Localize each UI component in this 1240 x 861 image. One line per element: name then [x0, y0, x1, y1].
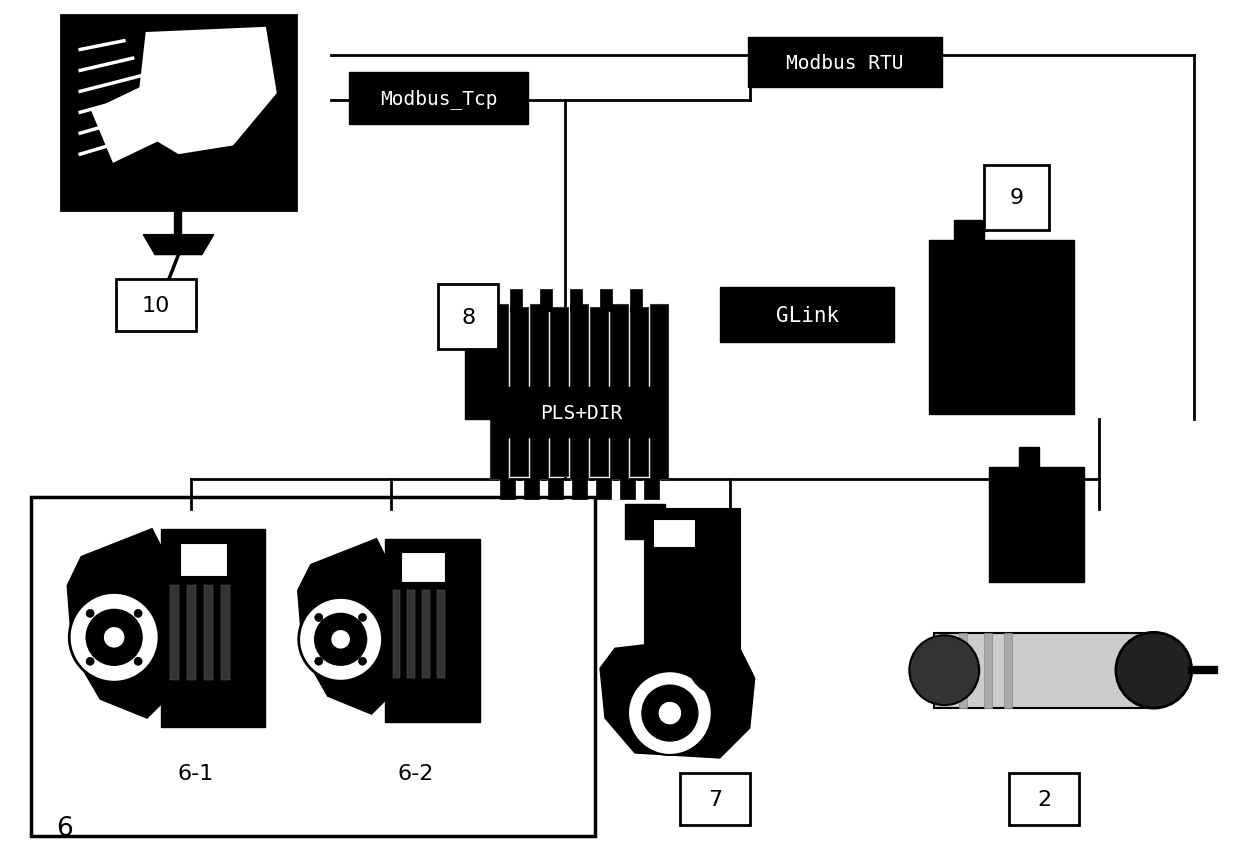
Circle shape — [103, 627, 125, 648]
Bar — [719, 288, 894, 343]
Text: PLS+DIR: PLS+DIR — [539, 403, 622, 422]
Bar — [570, 305, 588, 480]
Bar — [748, 38, 942, 88]
Bar — [31, 497, 595, 836]
Polygon shape — [91, 85, 167, 164]
Text: 6-1: 6-1 — [177, 763, 215, 783]
Text: 6: 6 — [56, 815, 73, 840]
Bar — [203, 585, 213, 680]
Bar — [423, 591, 430, 678]
Bar — [541, 290, 552, 312]
Bar — [525, 480, 539, 499]
Bar — [61, 16, 295, 210]
Bar — [531, 305, 548, 480]
Circle shape — [86, 658, 94, 666]
Bar — [497, 387, 665, 437]
Circle shape — [627, 672, 712, 755]
Bar — [680, 773, 750, 825]
Circle shape — [658, 702, 682, 725]
Bar — [393, 591, 401, 678]
Bar — [955, 220, 985, 245]
Circle shape — [642, 685, 698, 741]
Bar — [596, 480, 611, 499]
Bar — [490, 305, 508, 480]
Polygon shape — [298, 539, 398, 715]
Bar — [1009, 773, 1079, 825]
Circle shape — [1116, 633, 1192, 709]
Polygon shape — [600, 639, 755, 758]
Bar — [653, 519, 694, 547]
Bar — [934, 634, 1153, 709]
Bar — [1004, 634, 1012, 709]
Text: 6-2: 6-2 — [397, 763, 434, 783]
Bar — [625, 505, 665, 539]
Text: 10: 10 — [141, 296, 170, 316]
Bar — [510, 290, 522, 312]
Bar — [170, 585, 179, 680]
Bar — [439, 285, 498, 350]
Circle shape — [315, 614, 322, 622]
Circle shape — [134, 658, 143, 666]
Bar — [610, 305, 627, 480]
Bar — [117, 280, 196, 332]
Bar — [348, 73, 528, 125]
Bar — [630, 308, 649, 476]
Bar — [408, 591, 415, 678]
Bar — [180, 543, 227, 576]
Bar — [61, 199, 295, 210]
Bar — [572, 480, 587, 499]
Bar — [985, 165, 1049, 231]
Bar — [187, 585, 196, 680]
Bar — [570, 290, 582, 312]
Text: Modbus_Tcp: Modbus_Tcp — [379, 89, 497, 108]
Text: Modbus RTU: Modbus RTU — [786, 53, 904, 72]
Circle shape — [87, 610, 143, 666]
Circle shape — [315, 614, 367, 666]
Circle shape — [134, 610, 143, 617]
Bar — [402, 552, 445, 582]
Bar — [438, 591, 445, 678]
Text: 8: 8 — [461, 307, 475, 327]
Polygon shape — [67, 529, 176, 718]
Bar — [548, 480, 563, 499]
Bar — [960, 634, 967, 709]
Bar — [161, 529, 265, 728]
Polygon shape — [144, 235, 213, 255]
Bar — [645, 509, 740, 718]
Bar — [600, 290, 613, 312]
Bar — [929, 240, 1074, 414]
Circle shape — [358, 614, 367, 622]
Bar — [384, 539, 480, 722]
Bar — [990, 468, 1084, 582]
Bar — [221, 585, 229, 680]
Circle shape — [331, 629, 351, 649]
Bar — [1019, 448, 1039, 473]
Circle shape — [909, 635, 980, 705]
Circle shape — [358, 658, 367, 666]
Text: 2: 2 — [1037, 789, 1052, 808]
Polygon shape — [135, 28, 277, 155]
Bar — [985, 634, 992, 709]
Circle shape — [69, 592, 159, 683]
Bar — [650, 305, 668, 480]
Circle shape — [315, 658, 322, 666]
Bar — [630, 290, 642, 312]
Bar — [644, 480, 658, 499]
Text: GLink: GLink — [775, 306, 838, 325]
Circle shape — [86, 610, 94, 617]
Text: 7: 7 — [708, 789, 722, 808]
Bar — [465, 340, 495, 419]
Bar — [510, 308, 528, 476]
Bar — [590, 308, 608, 476]
Bar — [620, 480, 635, 499]
Bar — [500, 480, 516, 499]
Circle shape — [299, 598, 382, 681]
Text: 9: 9 — [1009, 188, 1024, 208]
Bar — [551, 308, 568, 476]
